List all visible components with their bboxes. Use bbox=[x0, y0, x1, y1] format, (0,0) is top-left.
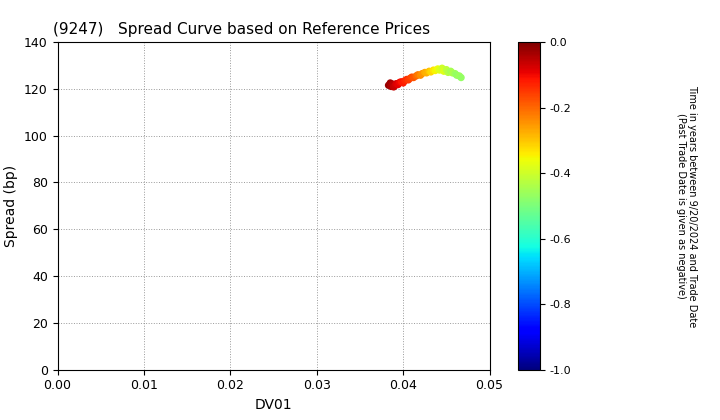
Point bbox=[423, 68, 435, 75]
Point bbox=[454, 73, 465, 79]
Point bbox=[419, 69, 431, 76]
Point bbox=[446, 70, 458, 76]
Point bbox=[402, 76, 414, 83]
Point bbox=[387, 81, 399, 87]
Text: (9247)   Spread Curve based on Reference Prices: (9247) Spread Curve based on Reference P… bbox=[53, 22, 431, 37]
Point bbox=[410, 73, 422, 79]
Point bbox=[396, 79, 408, 85]
Point bbox=[428, 67, 439, 74]
Point bbox=[420, 70, 432, 76]
Point bbox=[412, 71, 423, 78]
Point bbox=[383, 82, 395, 89]
Point bbox=[425, 68, 436, 75]
Point bbox=[432, 66, 444, 72]
Point bbox=[397, 79, 409, 86]
Point bbox=[405, 75, 416, 81]
Point bbox=[436, 65, 448, 71]
Point bbox=[388, 84, 400, 90]
Point bbox=[455, 74, 467, 81]
Point bbox=[441, 66, 452, 73]
Point bbox=[438, 68, 449, 75]
Point bbox=[429, 67, 441, 74]
Point bbox=[449, 70, 461, 77]
Point bbox=[384, 79, 396, 86]
Point bbox=[445, 68, 456, 75]
Point bbox=[433, 67, 445, 74]
Point bbox=[390, 80, 402, 87]
Point bbox=[401, 76, 413, 83]
Point bbox=[451, 72, 462, 79]
Point bbox=[406, 74, 418, 81]
Point bbox=[408, 74, 419, 81]
Point bbox=[394, 79, 405, 86]
Y-axis label: Time in years between 9/20/2024 and Trade Date
(Past Trade Date is given as nega: Time in years between 9/20/2024 and Trad… bbox=[675, 85, 697, 327]
Point bbox=[415, 72, 426, 79]
Point bbox=[390, 82, 401, 89]
X-axis label: DV01: DV01 bbox=[255, 398, 292, 412]
Point bbox=[416, 70, 428, 77]
Y-axis label: Spread (bp): Spread (bp) bbox=[4, 165, 19, 247]
Point bbox=[399, 77, 410, 84]
Point bbox=[442, 69, 454, 76]
Point bbox=[392, 81, 404, 88]
Point bbox=[385, 83, 397, 90]
